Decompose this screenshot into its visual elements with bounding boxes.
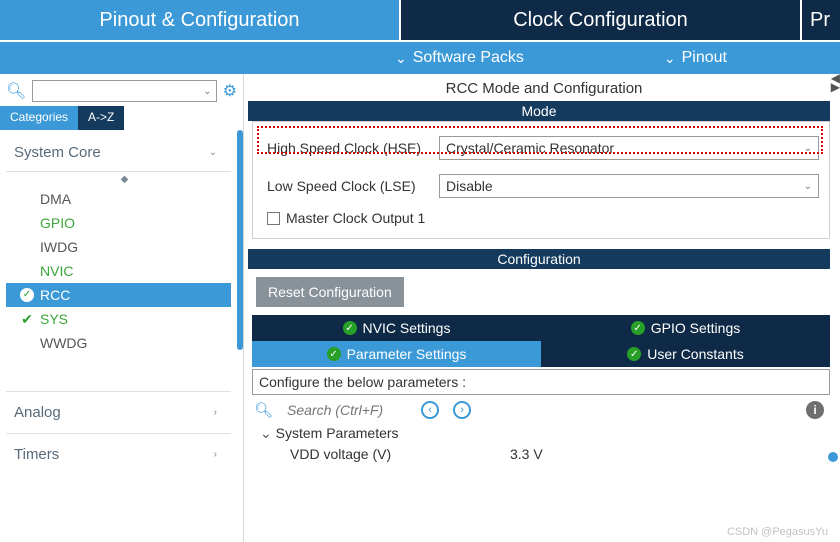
tree-item-label: NVIC bbox=[40, 263, 73, 279]
tree-item-label: WWDG bbox=[40, 335, 87, 351]
tree-item-rcc[interactable]: ✓ RCC bbox=[6, 283, 231, 307]
tree-item-gpio[interactable]: GPIO bbox=[6, 211, 231, 235]
hse-label: High Speed Clock (HSE) bbox=[263, 140, 435, 156]
pinout-menu-label: Pinout bbox=[682, 49, 727, 67]
group-system-core[interactable]: System Core ⌄ bbox=[6, 134, 231, 172]
param-row-vdd[interactable]: VDD voltage (V) 3.3 V bbox=[260, 442, 826, 462]
hse-combo[interactable]: Crystal/Ceramic Resonator ⌄ bbox=[439, 136, 819, 160]
sidebar: 🔍︎ ⌄ ⚙ Categories A->Z System Core ⌄ ◆ D… bbox=[0, 74, 244, 542]
prev-result-icon[interactable]: ‹ bbox=[421, 401, 439, 419]
chevron-down-icon: ⌄ bbox=[395, 50, 407, 67]
tree-item-label: DMA bbox=[40, 191, 71, 207]
group-label: Timers bbox=[14, 446, 59, 463]
hse-row: High Speed Clock (HSE) Crystal/Ceramic R… bbox=[263, 134, 819, 162]
config-panel: Reset Configuration ✓ NVIC Settings ✓ GPIO… bbox=[252, 269, 830, 468]
param-search-input[interactable] bbox=[287, 402, 407, 418]
group-timers[interactable]: Timers › bbox=[6, 433, 231, 475]
param-search-row: 🔍︎ ‹ › i bbox=[252, 395, 830, 425]
lse-combo[interactable]: Disable ⌄ bbox=[439, 174, 819, 198]
chevron-down-icon: ⌄ bbox=[804, 143, 812, 154]
software-packs-menu[interactable]: ⌄ Software Packs bbox=[395, 49, 524, 67]
tree-item-dma[interactable]: DMA bbox=[6, 187, 231, 211]
check-icon: ✓ bbox=[327, 347, 341, 361]
check-icon: ✓ bbox=[343, 321, 357, 335]
check-icon: ✓ bbox=[631, 321, 645, 335]
sidebar-tab-strip: Categories A->Z bbox=[0, 106, 243, 130]
info-icon[interactable]: i bbox=[806, 401, 824, 419]
lse-row: Low Speed Clock (LSE) Disable ⌄ bbox=[263, 172, 819, 200]
watermark: CSDN @PegasusYu bbox=[727, 526, 828, 538]
tree-item-label: RCC bbox=[40, 287, 70, 303]
software-packs-label: Software Packs bbox=[413, 49, 524, 67]
tab-user-constants[interactable]: ✓ User Constants bbox=[541, 341, 830, 367]
top-tabs: Pinout & Configuration Clock Configurati… bbox=[0, 0, 840, 42]
tab-clock-config[interactable]: Clock Configuration bbox=[399, 0, 800, 42]
param-tree: ⌄ System Parameters VDD voltage (V) 3.3 … bbox=[252, 425, 830, 468]
chevron-right-icon: › bbox=[214, 449, 217, 460]
panel-title: RCC Mode and Configuration bbox=[248, 74, 840, 101]
tree-item-sys[interactable]: ✔ SYS bbox=[6, 307, 231, 331]
chevron-down-icon: ⌄ bbox=[260, 425, 272, 441]
tab-label: Parameter Settings bbox=[347, 346, 467, 362]
tab-gpio-settings[interactable]: ✓ GPIO Settings bbox=[541, 315, 830, 341]
tree-item-nvic[interactable]: NVIC bbox=[6, 259, 231, 283]
tab-parameter-settings[interactable]: ✓ Parameter Settings bbox=[252, 341, 541, 367]
lse-value: Disable bbox=[446, 178, 493, 194]
tree-item-wwdg[interactable]: WWDG bbox=[6, 331, 231, 355]
tree-item-label: GPIO bbox=[40, 215, 75, 231]
tree-item-label: SYS bbox=[40, 311, 68, 327]
check-icon: ✓ bbox=[20, 288, 34, 302]
param-group-label: System Parameters bbox=[276, 425, 399, 441]
tab-extra[interactable]: Pr bbox=[800, 0, 840, 42]
config-tabs: ✓ NVIC Settings ✓ GPIO Settings ✓ Parameter… bbox=[252, 315, 830, 367]
search-input-wrap[interactable]: ⌄ bbox=[32, 80, 216, 102]
scrollbar-thumb[interactable] bbox=[828, 452, 838, 462]
chevron-down-icon: ⌄ bbox=[209, 147, 217, 158]
param-group-system[interactable]: ⌄ System Parameters bbox=[260, 425, 826, 442]
tree-item-label: IWDG bbox=[40, 239, 78, 255]
pinout-menu[interactable]: ⌄ Pinout bbox=[664, 49, 727, 67]
tab-label: NVIC Settings bbox=[363, 320, 451, 336]
reset-config-button[interactable]: Reset Configuration bbox=[256, 277, 404, 307]
param-value: 3.3 V bbox=[510, 446, 543, 462]
check-icon: ✔ bbox=[20, 312, 34, 326]
category-tree: System Core ⌄ ◆ DMA GPIO IWDG NVIC ✓ RCC… bbox=[0, 130, 243, 542]
group-label: System Core bbox=[14, 144, 101, 161]
scrollbar[interactable] bbox=[237, 130, 243, 350]
scroll-up-icon[interactable]: ◆ bbox=[6, 172, 243, 187]
group-analog[interactable]: Analog › bbox=[6, 391, 231, 433]
chevron-down-icon: ⌄ bbox=[664, 50, 676, 67]
config-section-header: Configuration bbox=[248, 249, 830, 269]
panel-collapse-icon[interactable]: ◀▶ bbox=[831, 74, 840, 92]
tab-nvic-settings[interactable]: ✓ NVIC Settings bbox=[252, 315, 541, 341]
tree-item-iwdg[interactable]: IWDG bbox=[6, 235, 231, 259]
tab-label: User Constants bbox=[647, 346, 743, 362]
mco-row[interactable]: Master Clock Output 1 bbox=[263, 210, 819, 226]
tab-label: GPIO Settings bbox=[651, 320, 740, 336]
search-icon[interactable]: 🔍︎ bbox=[254, 401, 273, 419]
chevron-down-icon[interactable]: ⌄ bbox=[203, 86, 211, 97]
sub-toolbar: ⌄ Software Packs ⌄ Pinout bbox=[0, 42, 840, 74]
lse-label: Low Speed Clock (LSE) bbox=[263, 178, 435, 194]
mco-label: Master Clock Output 1 bbox=[286, 210, 425, 226]
mode-form: High Speed Clock (HSE) Crystal/Ceramic R… bbox=[252, 121, 830, 239]
checkbox-icon[interactable] bbox=[267, 212, 280, 225]
main-panel: ◀▶ RCC Mode and Configuration Mode High … bbox=[244, 74, 840, 542]
gear-icon[interactable]: ⚙ bbox=[223, 81, 237, 101]
next-result-icon[interactable]: › bbox=[453, 401, 471, 419]
check-icon: ✓ bbox=[627, 347, 641, 361]
hse-value: Crystal/Ceramic Resonator bbox=[446, 140, 614, 156]
chevron-right-icon: › bbox=[214, 407, 217, 418]
sidebar-tab-az[interactable]: A->Z bbox=[78, 106, 124, 130]
mode-section-header: Mode bbox=[248, 101, 830, 121]
search-input[interactable] bbox=[37, 84, 203, 98]
group-label: Analog bbox=[14, 404, 61, 421]
chevron-down-icon: ⌄ bbox=[804, 181, 812, 192]
tab-pinout-config[interactable]: Pinout & Configuration bbox=[0, 0, 399, 42]
sidebar-tab-categories[interactable]: Categories bbox=[0, 106, 78, 130]
param-key: VDD voltage (V) bbox=[290, 446, 510, 462]
param-hint-box: Configure the below parameters : bbox=[252, 369, 830, 395]
search-icon[interactable]: 🔍︎ bbox=[6, 81, 26, 101]
